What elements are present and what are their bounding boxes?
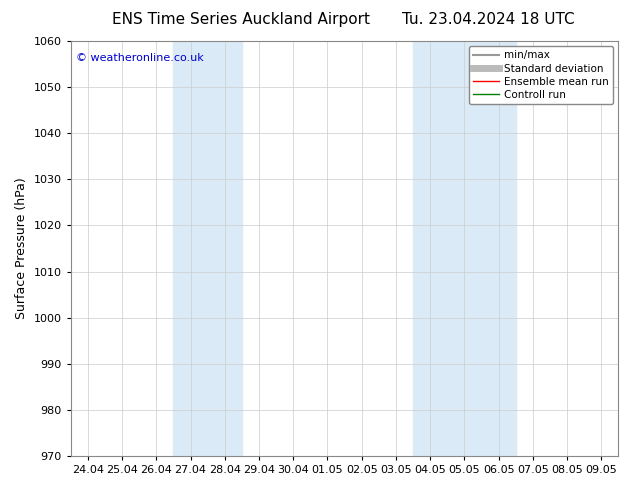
Legend: min/max, Standard deviation, Ensemble mean run, Controll run: min/max, Standard deviation, Ensemble me… (469, 46, 613, 104)
Text: © weatheronline.co.uk: © weatheronline.co.uk (76, 53, 204, 64)
Bar (413, 41, 516, 456)
Y-axis label: Surface Pressure (hPa): Surface Pressure (hPa) (15, 178, 28, 319)
Bar (174, 41, 242, 456)
Text: ENS Time Series Auckland Airport: ENS Time Series Auckland Airport (112, 12, 370, 27)
Text: Tu. 23.04.2024 18 UTC: Tu. 23.04.2024 18 UTC (402, 12, 574, 27)
